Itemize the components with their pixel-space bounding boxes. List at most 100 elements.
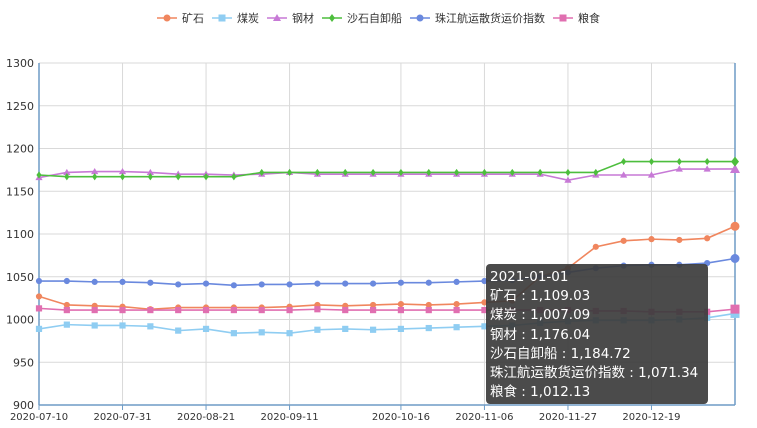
legend-item[interactable]: 矿石 — [157, 10, 204, 26]
legend: 矿石 煤炭 钢材 沙石自卸船 珠江航运散货运价指数 粮食 — [0, 8, 757, 28]
legend-item[interactable]: 粮食 — [553, 10, 600, 26]
data-point — [64, 173, 70, 181]
data-point — [425, 279, 432, 286]
data-point — [203, 173, 209, 181]
data-point — [453, 324, 460, 331]
data-point — [593, 168, 599, 177]
legend-swatch — [553, 14, 573, 22]
data-point — [592, 243, 599, 250]
tooltip: 2021-01-01 矿石 : 1,109.03 煤炭 : 1,007.09 钢… — [486, 264, 708, 404]
data-point — [118, 167, 127, 175]
data-point — [398, 168, 404, 177]
data-point — [175, 281, 182, 288]
data-point — [565, 168, 571, 177]
data-point — [425, 306, 432, 314]
data-point — [147, 306, 154, 314]
data-point — [453, 306, 460, 314]
x-tick-label: 2020-12-19 — [622, 412, 680, 423]
data-point — [91, 278, 98, 285]
data-point — [146, 168, 154, 176]
x-tick-label: 2020-07-31 — [93, 412, 151, 423]
data-point — [258, 306, 265, 314]
data-point — [704, 235, 711, 242]
data-point — [175, 327, 182, 334]
x-tick-label: 2020-11-06 — [455, 412, 513, 423]
y-tick-label: 1050 — [6, 271, 34, 284]
data-point — [218, 14, 226, 22]
data-point — [342, 325, 349, 333]
data-point — [342, 306, 349, 314]
data-point — [286, 306, 293, 314]
data-point — [704, 157, 710, 166]
data-point — [202, 280, 210, 287]
data-point — [259, 168, 265, 177]
data-point — [397, 279, 405, 286]
legend-swatch — [410, 14, 430, 22]
data-point — [91, 167, 99, 175]
data-point — [92, 173, 98, 181]
data-point — [509, 168, 515, 177]
legend-label: 钢材 — [292, 12, 314, 25]
data-point — [369, 306, 377, 314]
data-point — [63, 301, 70, 309]
data-point — [730, 221, 740, 231]
legend-item[interactable]: 钢材 — [267, 10, 314, 26]
tooltip-line-ore: 矿石 : 1,109.03 — [490, 288, 591, 305]
legend-item[interactable]: 煤炭 — [212, 10, 259, 26]
data-point — [91, 322, 98, 329]
data-point — [314, 306, 321, 313]
data-point — [397, 306, 405, 314]
data-point — [621, 157, 627, 166]
data-point — [369, 301, 377, 309]
x-tick-label: 2020-11-27 — [539, 412, 597, 423]
data-point — [230, 306, 237, 314]
y-tick-label: 1200 — [6, 143, 34, 156]
data-point — [620, 171, 628, 178]
legend-label: 珠江航运散货运价指数 — [435, 12, 545, 25]
series-line — [38, 168, 736, 181]
data-point — [426, 168, 432, 177]
data-point — [730, 304, 740, 314]
legend-swatch — [157, 14, 177, 22]
series-line — [38, 225, 736, 311]
data-point — [342, 168, 348, 177]
data-point — [63, 277, 70, 285]
data-point — [202, 306, 210, 314]
data-point — [258, 329, 265, 336]
tooltip-line-pearl-index: 珠江航运散货运价指数 : 1,071.34 — [490, 365, 699, 382]
y-tick-label: 1000 — [6, 314, 34, 327]
y-tick-label: 900 — [13, 399, 34, 412]
data-point — [63, 306, 70, 314]
series-line — [38, 160, 735, 178]
tooltip-date: 2021-01-01 — [490, 269, 569, 285]
data-point — [425, 301, 432, 309]
data-point — [230, 330, 237, 337]
data-point — [286, 330, 293, 337]
data-point — [730, 163, 740, 173]
data-point — [369, 280, 377, 287]
data-point — [397, 325, 405, 333]
data-point — [91, 306, 98, 314]
series-group — [36, 156, 739, 181]
y-tick-label: 950 — [13, 356, 34, 369]
data-point — [119, 306, 126, 314]
legend-item[interactable]: 沙石自卸船 — [322, 10, 402, 26]
data-point — [175, 173, 181, 181]
series-group — [35, 163, 740, 183]
data-point — [286, 168, 293, 177]
data-point — [648, 236, 655, 243]
data-point — [231, 173, 237, 181]
tooltip-line-grain: 粮食 : 1,012.13 — [490, 384, 591, 401]
data-point — [35, 293, 43, 300]
legend-item[interactable]: 珠江航运散货运价指数 — [410, 10, 545, 26]
data-point — [175, 306, 182, 314]
data-point — [675, 165, 683, 172]
legend-label: 粮食 — [578, 12, 600, 25]
data-point — [397, 301, 405, 308]
data-point — [35, 277, 43, 285]
tooltip-line-sand-ship: 沙石自卸船 : 1,184.72 — [490, 345, 631, 362]
data-point — [453, 278, 460, 285]
data-point — [314, 326, 321, 333]
data-point — [730, 254, 740, 264]
